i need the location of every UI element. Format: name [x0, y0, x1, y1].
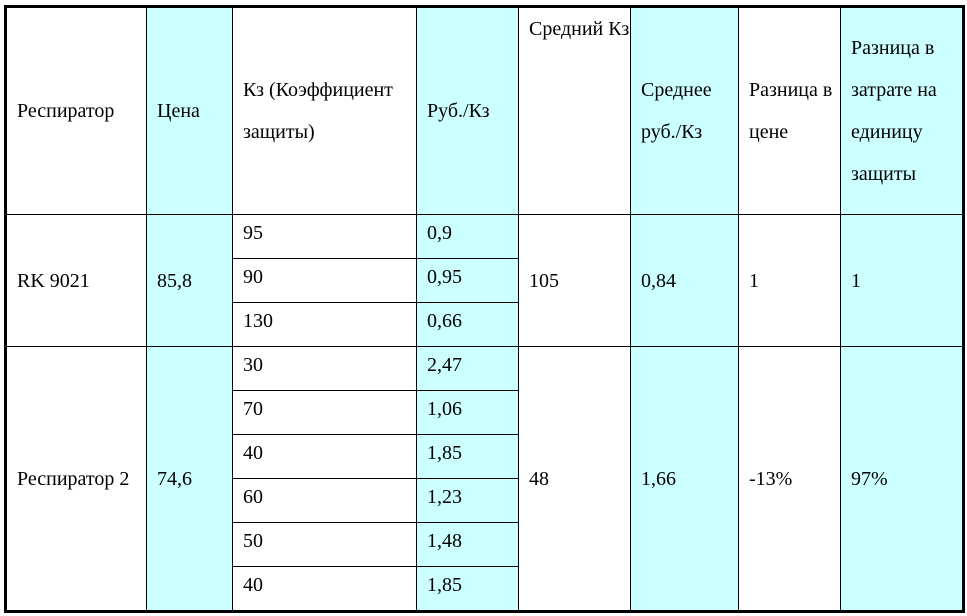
cost-diff-cell: 97% — [840, 346, 964, 612]
header-cell: Респиратор — [5, 6, 147, 215]
data-row: 40 1,85 — [6, 566, 964, 612]
header-cell: Среднее руб./Кз — [630, 6, 739, 215]
avg-kz-cell: 105 — [518, 214, 631, 347]
header-cell: Руб./Кз — [416, 6, 519, 215]
kz-cell: 50 — [232, 522, 417, 567]
data-row: 70 1,06 — [6, 390, 964, 435]
data-row: 130 0,66 — [6, 302, 964, 347]
rub-cell: 1,85 — [416, 434, 519, 479]
rub-cell: 0,66 — [416, 302, 519, 347]
price-cell: 74,6 — [146, 346, 233, 612]
price-diff-cell: 1 — [738, 214, 841, 347]
respirator-cell: Респиратор 2 — [5, 346, 147, 612]
rub-cell: 1,06 — [416, 390, 519, 435]
data-row: 40 1,85 — [6, 434, 964, 479]
rub-cell: 1,85 — [416, 566, 519, 612]
data-row: 50 1,48 — [6, 522, 964, 567]
header-cell: Средний Кз — [518, 6, 631, 215]
rub-cell: 2,47 — [416, 346, 519, 391]
data-row: 60 1,23 — [6, 478, 964, 523]
data-row: Респиратор 2 74,6 30 2,47 48 1,66 -13% 97% — [5, 346, 964, 612]
kz-cell: 30 — [232, 346, 417, 391]
avg-rub-cell: 1,66 — [630, 346, 739, 612]
data-row: 90 0,95 — [6, 258, 964, 303]
avg-rub-cell: 0,84 — [630, 214, 739, 347]
kz-cell: 60 — [232, 478, 417, 523]
kz-cell: 130 — [232, 302, 417, 347]
kz-cell: 40 — [232, 566, 417, 612]
header-cell: Цена — [146, 6, 233, 215]
cost-diff-cell: 1 — [840, 214, 964, 347]
rub-cell: 0,9 — [416, 214, 519, 259]
header-cell: Разница в цене — [738, 6, 841, 215]
kz-cell: 70 — [232, 390, 417, 435]
data-row: RK 9021 85,8 95 0,9 105 0,84 1 1 — [5, 214, 964, 347]
comparison-table: Респиратор Цена Кз (Коэффициент защиты) … — [4, 5, 965, 613]
price-cell: 85,8 — [146, 214, 233, 347]
header-cell: Кз (Коэффициент защиты) — [232, 6, 417, 215]
avg-kz-cell: 48 — [518, 346, 631, 612]
rub-cell: 1,23 — [416, 478, 519, 523]
rub-cell: 1,48 — [416, 522, 519, 567]
table-body: Респиратор Цена Кз (Коэффициент защиты) … — [5, 6, 964, 612]
rub-cell: 0,95 — [416, 258, 519, 303]
kz-cell: 95 — [232, 214, 417, 259]
header-row: Респиратор Цена Кз (Коэффициент защиты) … — [5, 6, 964, 215]
header-cell: Разница в затрате на единицу защиты — [840, 6, 964, 215]
kz-cell: 40 — [232, 434, 417, 479]
kz-cell: 90 — [232, 258, 417, 303]
price-diff-cell: -13% — [738, 346, 841, 612]
respirator-cell: RK 9021 — [5, 214, 147, 347]
